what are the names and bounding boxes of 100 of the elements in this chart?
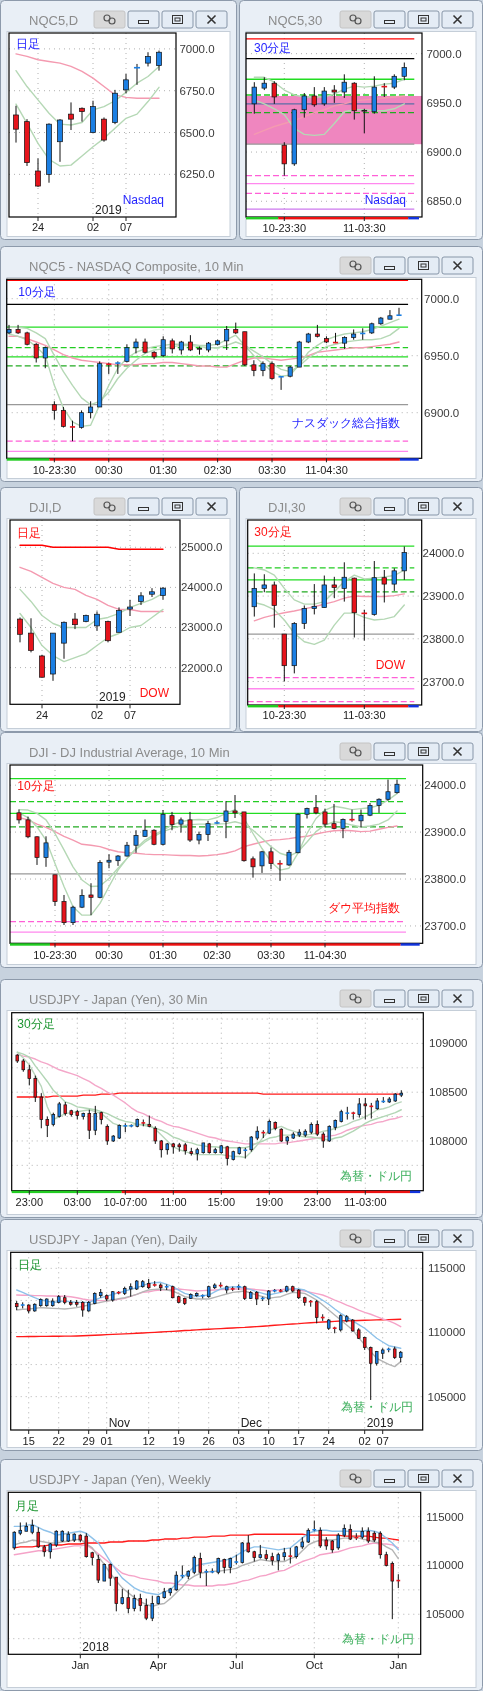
x-tick-label: 17: [292, 1434, 305, 1447]
x-tick-label: Jan: [71, 1658, 90, 1671]
chart-title: USDJPY - Japan (Yen), Weekly: [29, 1471, 212, 1487]
y-tick-label: 115000: [427, 1262, 466, 1275]
y-tick-label: 6900.0: [424, 406, 460, 419]
y-tick-label: 7000.0: [426, 47, 462, 60]
x-tick-label: 10-23:30: [262, 222, 307, 234]
annotation: 日足: [16, 37, 40, 51]
x-tick-label: 03:30: [258, 464, 286, 476]
annotation: Nov: [108, 1416, 131, 1430]
y-tick-label: 23000.0: [180, 621, 223, 634]
x-tick-label: 01:30: [149, 464, 177, 476]
annotation: 2019: [366, 1416, 394, 1430]
x-tick-label: 07: [376, 1434, 389, 1447]
annotation: 30分足: [17, 1017, 55, 1031]
x-tick-label: 10-23:30: [262, 709, 307, 721]
annotation: 為替・ドル円: [340, 1399, 413, 1414]
annotation: 30分足: [254, 524, 292, 539]
y-tick-label: 105000: [425, 1608, 465, 1621]
x-tick-label: 11-03:30: [343, 709, 386, 721]
x-tick-label: 24: [322, 1434, 335, 1447]
chart-title: NQC5 - NASDAQ Composite, 10 Min: [29, 258, 244, 274]
y-tick-label: 7000.0: [424, 292, 460, 305]
y-tick-label: 6500.0: [179, 126, 215, 139]
x-tick-label: 02: [358, 1434, 371, 1447]
x-tick-label: 01:30: [149, 948, 177, 961]
y-tick-label: 6950.0: [424, 349, 460, 362]
y-tick-label: 22000.0: [180, 661, 223, 674]
annotation: 10分足: [17, 779, 55, 793]
x-tick-label: 15:00: [207, 1195, 236, 1208]
y-tick-label: 24000.0: [422, 547, 465, 560]
x-tick-label: 11-03:30: [343, 222, 386, 234]
x-tick-label: 00:30: [95, 948, 123, 961]
x-tick-label: 19:00: [255, 1195, 284, 1208]
x-tick-label: 15: [22, 1434, 35, 1447]
annotation: 日足: [16, 525, 41, 540]
x-tick-label: 26: [202, 1434, 215, 1447]
x-tick-label: 10-23:30: [33, 948, 77, 961]
annotation: 為替・ドル円: [339, 1168, 412, 1183]
y-tick-label: 24000.0: [424, 779, 466, 792]
x-tick-label: 07: [123, 709, 137, 721]
y-tick-label: 6250.0: [179, 168, 215, 181]
y-tick-label: 23700.0: [424, 919, 466, 932]
x-tick-label: 29: [82, 1434, 95, 1447]
x-tick-label: 03:00: [63, 1195, 92, 1208]
chart-title: USDJPY - Japan (Yen), Daily: [29, 1231, 198, 1247]
x-tick-label: 11-04:30: [303, 948, 347, 961]
x-tick-label: Jan: [389, 1658, 408, 1671]
y-tick-label: 6750.0: [179, 84, 215, 97]
x-tick-label: 23:00: [303, 1195, 332, 1208]
annotation: 月足: [15, 1499, 39, 1513]
y-tick-label: 23900.0: [422, 590, 465, 603]
x-tick-label: 02: [86, 221, 100, 233]
chart-title: DJI - DJ Industrial Average, 10 Min: [29, 744, 230, 760]
y-tick-label: 6950.0: [426, 96, 462, 109]
x-tick-label: 03:30: [257, 948, 285, 961]
y-tick-label: 23800.0: [424, 873, 466, 886]
y-tick-label: 24000.0: [180, 581, 223, 594]
x-tick-label: 11-04:30: [305, 464, 348, 476]
x-tick-label: 10-23:30: [32, 464, 77, 476]
y-tick-label: 7000.0: [179, 42, 215, 55]
annotation: 日足: [18, 1258, 43, 1272]
chart-title: DJI,D: [29, 499, 62, 515]
annotation: Nasdaq: [122, 193, 164, 207]
y-tick-label: 23900.0: [424, 826, 466, 839]
x-tick-label: 02:30: [203, 464, 232, 476]
y-tick-label: 110000: [426, 1559, 464, 1572]
x-tick-label: 02:30: [203, 948, 231, 961]
x-tick-label: 12: [142, 1434, 155, 1447]
y-tick-label: 25000.0: [180, 541, 223, 554]
x-tick-label: Jul: [229, 1658, 244, 1671]
y-tick-label: 23800.0: [422, 632, 465, 645]
chart-title: USDJPY - Japan (Yen), 30 Min: [29, 991, 208, 1007]
y-tick-label: 23700.0: [422, 675, 465, 688]
annotation: Nasdaq: [364, 193, 406, 207]
annotation: 10分足: [18, 285, 56, 300]
y-tick-label: 109000: [429, 1037, 468, 1050]
x-tick-label: 24: [35, 709, 49, 721]
annotation: 為替・ドル円: [342, 1632, 415, 1646]
x-tick-label: 10: [262, 1434, 275, 1447]
annotation: 2019: [99, 690, 127, 705]
x-tick-label: 22: [52, 1434, 65, 1447]
x-tick-label: 19: [172, 1434, 185, 1447]
annotation: ダウ平均指数: [328, 901, 400, 916]
x-tick-label: 24: [31, 221, 45, 233]
y-tick-label: 108000: [429, 1134, 468, 1147]
x-tick-label: 23:00: [15, 1195, 44, 1208]
annotation: 2019: [95, 203, 123, 217]
y-tick-label: 6850.0: [426, 195, 462, 208]
annotation: DOW: [375, 658, 406, 672]
x-tick-label: 11:00: [159, 1195, 187, 1208]
x-tick-label: 07: [119, 221, 133, 233]
annotation: 30分足: [254, 41, 292, 55]
annotation: DOW: [139, 685, 170, 700]
x-tick-label: 10-07:00: [103, 1195, 148, 1208]
y-tick-label: 110000: [427, 1326, 466, 1339]
chart-title: NQC5,D: [29, 12, 79, 28]
annotation: Dec: [240, 1416, 263, 1430]
x-tick-label: 01: [100, 1434, 113, 1447]
chart-title: DJI,30: [268, 499, 306, 515]
